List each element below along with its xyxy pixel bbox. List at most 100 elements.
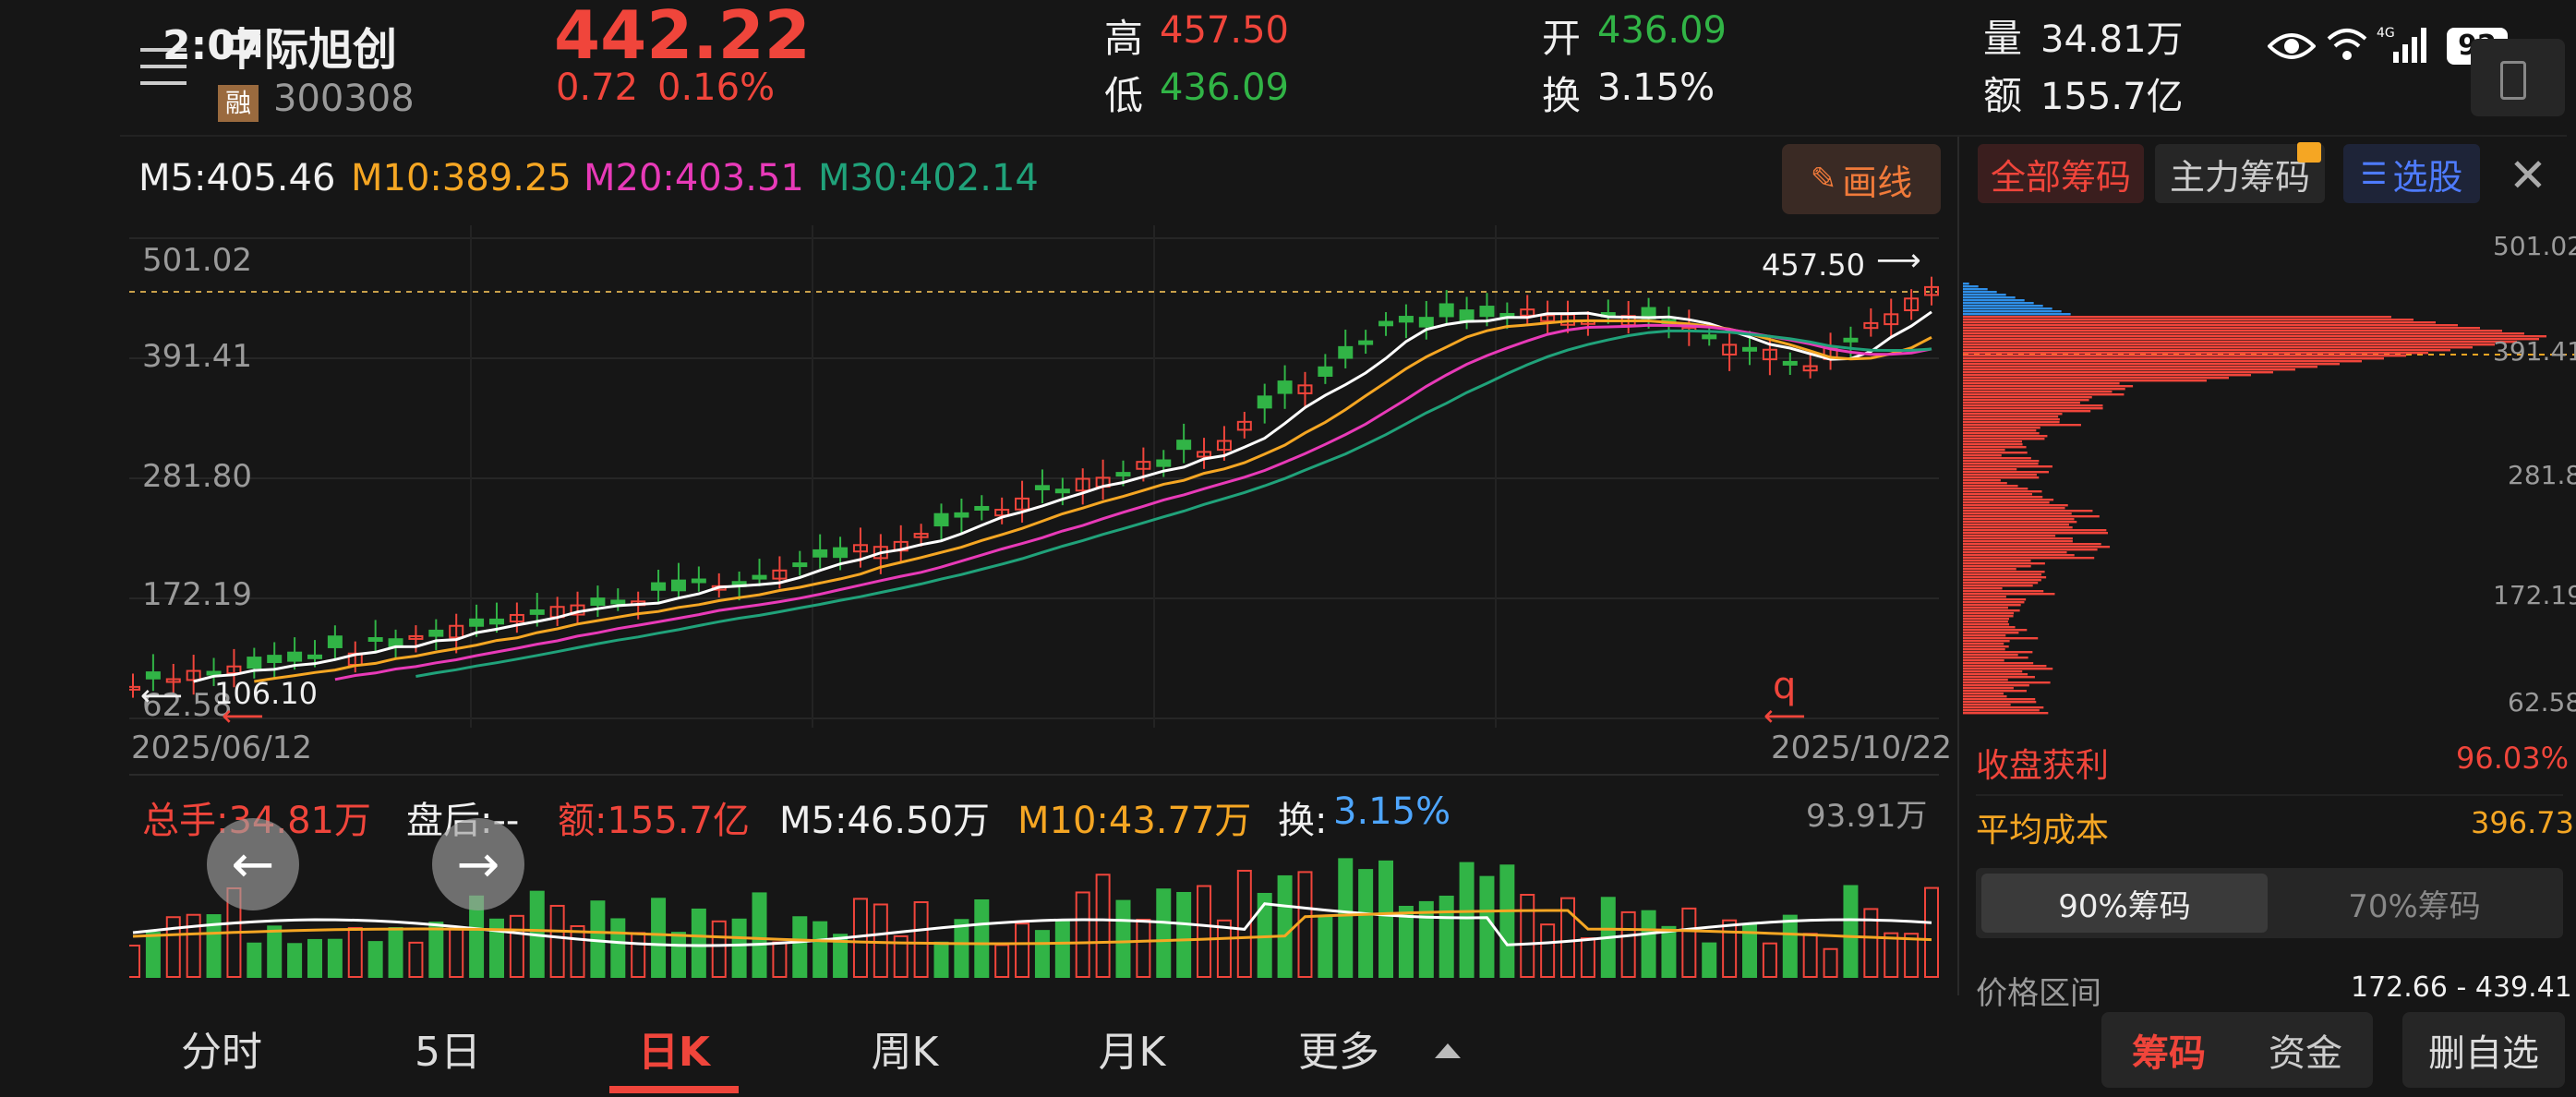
chip-axis-5: 62.58 <box>2508 687 2576 717</box>
price-axis-4: 172.19 <box>142 576 252 613</box>
volume-bar <box>1782 914 1798 978</box>
chip-bar <box>1963 482 2007 485</box>
chip-bar <box>1963 385 2134 388</box>
chip-bar <box>1963 396 2092 399</box>
volume-bar <box>610 918 626 978</box>
chip-bar <box>1963 435 2048 438</box>
select-stock-button[interactable]: ☰ 选股 <box>2343 144 2480 203</box>
segment-90[interactable]: 90%筹码 <box>1981 874 2268 933</box>
volume-bar <box>388 927 403 978</box>
chip-bar <box>1963 640 2010 643</box>
volume-chart[interactable] <box>129 831 1939 979</box>
amount-label: 额 <box>1983 73 2023 118</box>
chip-bar <box>1963 573 2042 576</box>
funds-button[interactable]: 资金 <box>2238 1012 2373 1088</box>
phone-icon <box>2500 61 2526 100</box>
tab-monthly-k[interactable]: 月K <box>1098 1029 1166 1076</box>
chip-bar <box>1963 440 2022 443</box>
close-icon[interactable]: ✕ <box>2509 149 2547 202</box>
high-label: 高 <box>1104 16 1144 61</box>
candle <box>1843 337 1859 343</box>
draw-line-button[interactable]: ✎ 画线 <box>1782 144 1941 214</box>
volume-label: 量 <box>1983 16 2023 61</box>
volume-bar <box>1015 922 1030 978</box>
volume-bar <box>327 938 343 978</box>
delete-watchlist-button[interactable]: 删自选 <box>2402 1012 2565 1088</box>
chip-bar <box>1963 404 2103 407</box>
volume-bar <box>1277 874 1293 978</box>
chip-bar <box>1963 316 2391 319</box>
chip-axis-1: 501.02 <box>2493 231 2576 261</box>
chip-bar <box>1963 601 2025 604</box>
candle <box>307 654 322 659</box>
volume-bar <box>509 914 524 978</box>
candle <box>1236 420 1252 431</box>
scroll-right-button[interactable]: → <box>432 818 524 910</box>
ma10-label: M10:389.25 <box>351 157 572 199</box>
chip-bar <box>1963 579 2041 582</box>
chip-bar <box>1963 285 1979 288</box>
candle <box>1257 395 1272 409</box>
chip-bar <box>1963 382 2120 385</box>
chip-bar <box>1963 576 2047 579</box>
volume-bar <box>873 903 888 978</box>
volume-bar <box>994 944 1010 979</box>
low-label: 低 <box>1104 73 1144 118</box>
chip-bar <box>1963 357 2384 360</box>
volume-bar <box>186 913 201 978</box>
kline-chart[interactable] <box>129 225 1939 728</box>
lock-icon <box>2297 142 2321 163</box>
segment-90-label: 90%筹码 <box>2058 887 2191 925</box>
left-arrow-marker-icon-2: ⟵ <box>222 698 264 733</box>
right-button-group <box>2101 1012 2373 1088</box>
tab-intraday[interactable]: 分时 <box>181 1029 262 1076</box>
segment-70[interactable]: 70%筹码 <box>2271 874 2558 933</box>
candle <box>691 578 706 584</box>
q-marker: q <box>1773 665 1797 707</box>
volume-bar <box>1438 895 1454 978</box>
chip-bar <box>1963 488 2028 490</box>
volume-bar <box>1681 907 1697 978</box>
candle <box>1054 488 1070 494</box>
segment-70-label: 70%筹码 <box>2348 887 2481 925</box>
float-window-button[interactable] <box>2471 39 2565 116</box>
menu-icon[interactable] <box>140 44 187 85</box>
tab-main-chips[interactable]: 主力筹码 <box>2155 142 2325 203</box>
candle <box>1459 309 1475 321</box>
chip-bar <box>1963 399 2089 402</box>
candle <box>1115 472 1131 477</box>
chip-bar <box>1963 704 2011 706</box>
amount-value: 155.7亿 <box>2040 76 2184 118</box>
volume-bar <box>1115 899 1131 978</box>
chip-bar <box>1963 510 2093 512</box>
candle <box>1418 317 1434 328</box>
moving-average-line <box>193 310 1932 683</box>
avg-cost-label: 平均成本 <box>1976 812 2110 850</box>
volume-bar <box>1236 869 1252 978</box>
candle <box>954 512 969 518</box>
volume-max-label: 93.91万 <box>1806 798 1928 835</box>
chip-bar <box>1963 540 2073 543</box>
scroll-left-button[interactable]: ← <box>207 818 299 910</box>
tab-daily-k[interactable]: 日K <box>637 1029 711 1076</box>
volume-bar <box>570 924 585 979</box>
chip-bar <box>1963 416 2059 418</box>
chip-bar <box>1963 474 2037 476</box>
chip-bar <box>1963 457 2031 460</box>
chip-bar <box>1963 670 2023 673</box>
eye-icon <box>2268 33 2316 59</box>
chip-bar <box>1963 598 2027 601</box>
tab-weekly-k[interactable]: 周K <box>871 1029 939 1076</box>
chips-button[interactable]: 筹码 <box>2101 1012 2236 1088</box>
volume-bar <box>1318 915 1333 978</box>
tab-5day[interactable]: 5日 <box>415 1029 481 1076</box>
header-divider <box>120 135 2567 137</box>
chip-bar <box>1963 551 2067 554</box>
chip-bar <box>1963 612 2015 615</box>
tab-all-chips[interactable]: 全部筹码 <box>1978 144 2144 203</box>
min-price-annotation: 106.10 <box>214 676 318 711</box>
candle <box>651 582 667 591</box>
tab-more[interactable]: 更多 <box>1298 1029 1379 1076</box>
volume-bar <box>347 926 363 978</box>
candle <box>145 671 161 680</box>
